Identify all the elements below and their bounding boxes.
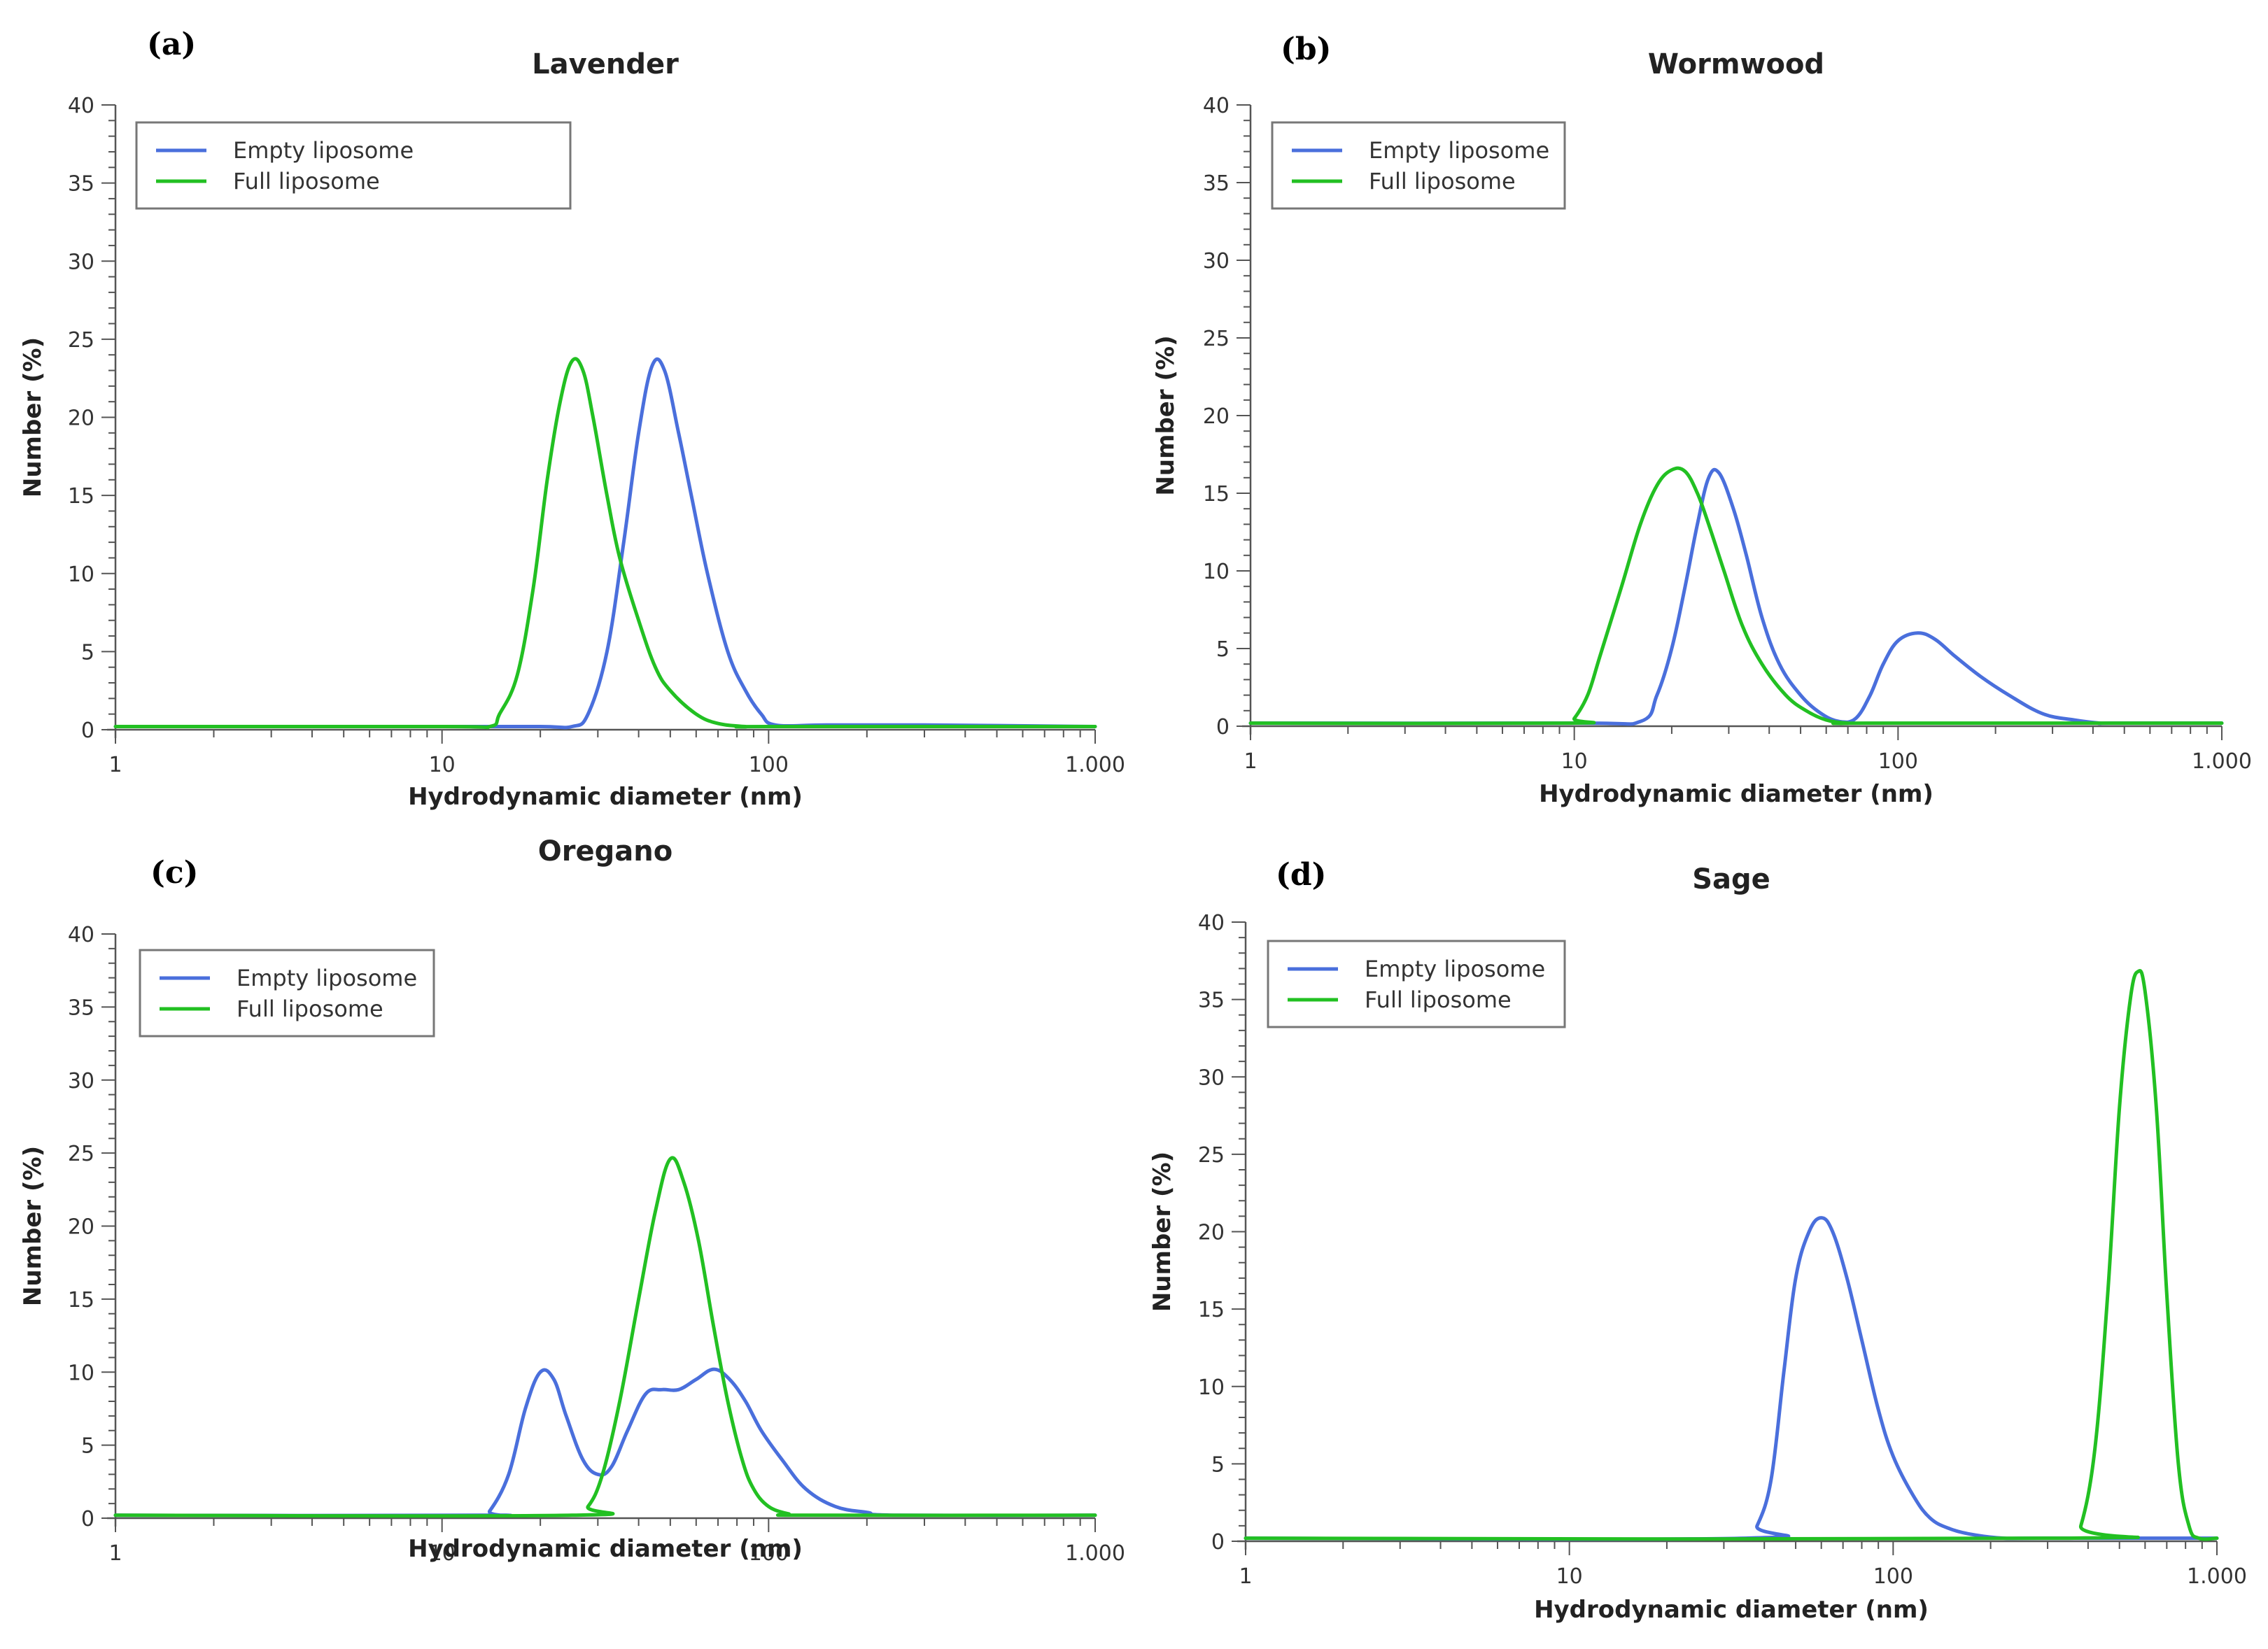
y-tick-label: 35 [1203, 171, 1230, 196]
legend-entry: Empty liposome [237, 965, 417, 991]
panel-oregano: (c) Oregano 0 5 10 15 20 25 30 35 40 1 10 100 1.000 Hyd… [19, 835, 1125, 1566]
x-tick-label: 1 [1244, 749, 1257, 774]
y-tick-label: 40 [1203, 94, 1230, 118]
x-axis-label: Hydrodynamic diameter (nm) [1539, 780, 1934, 808]
legend: Empty liposome Full liposome [139, 949, 435, 1038]
legend-box [1271, 121, 1566, 210]
chart-title: Sage [1692, 863, 1770, 896]
y-tick-label: 20 [68, 1215, 94, 1240]
y-tick-label: 40 [1198, 911, 1225, 935]
panel-sage: (d) Sage 0 5 10 15 20 25 30 35 40 1 10 100 1.000 Hydrod… [1148, 857, 2247, 1624]
panel-lavender: (a) Lavender 0 5 10 15 20 25 30 35 40 1 10 100 1.000 Hy… [19, 27, 1125, 811]
legend-entry: Full liposome [233, 168, 380, 194]
chart-title: Wormwood [1648, 48, 1824, 80]
series-line-full-liposome [1244, 969, 2219, 1541]
x-tick-label: 1 [108, 1541, 122, 1566]
x-tick-label: 1.000 [2192, 749, 2252, 774]
legend-box [139, 949, 435, 1038]
x-tick-label: 100 [749, 753, 789, 777]
legend-entry: Full liposome [1369, 168, 1516, 194]
x-axis-label: Hydrodynamic diameter (nm) [408, 783, 803, 811]
y-tick-label: 5 [81, 1434, 94, 1459]
x-tick-label: 1.000 [1065, 753, 1125, 777]
y-tick-label: 15 [68, 1288, 94, 1312]
legend-entry: Full liposome [237, 996, 383, 1022]
series-line-empty-liposome [1244, 1216, 2219, 1541]
y-tick-label: 15 [68, 484, 94, 509]
y-tick-label: 10 [68, 562, 94, 587]
legend-entry: Empty liposome [233, 137, 414, 164]
panel-wormwood: (b) Wormwood 0 5 10 15 20 25 30 35 40 1 10 100 1.000 Hy… [1152, 31, 2252, 808]
y-tick-label: 25 [1198, 1143, 1225, 1168]
y-tick-label: 35 [68, 172, 94, 197]
series-line-empty-liposome [113, 1367, 1097, 1517]
x-tick-label: 1 [108, 753, 122, 777]
y-tick-label: 40 [68, 94, 94, 118]
x-tick-label: 1.000 [1065, 1541, 1125, 1566]
x-tick-label: 10 [1556, 1564, 1583, 1589]
x-tick-label: 10 [429, 1541, 456, 1566]
y-tick-label: 30 [1203, 249, 1230, 274]
chart-title: Oregano [538, 835, 672, 868]
legend: Empty liposome Full liposome [1267, 940, 1566, 1028]
y-tick-label: 0 [81, 719, 94, 743]
y-tick-label: 25 [1203, 327, 1230, 351]
y-tick-label: 5 [1211, 1452, 1225, 1477]
y-tick-label: 0 [81, 1507, 94, 1531]
y-axis-label: Number (%) [19, 337, 47, 497]
y-axis-label: Number (%) [19, 1146, 47, 1306]
y-tick-label: 25 [68, 328, 94, 353]
panel-label: (a) [147, 27, 196, 62]
x-axis-label: Hydrodynamic diameter (nm) [1534, 1596, 1929, 1624]
y-tick-label: 30 [1198, 1066, 1225, 1090]
x-tick-label: 1.000 [2187, 1564, 2247, 1589]
y-tick-label: 35 [1198, 989, 1225, 1013]
y-tick-label: 35 [68, 996, 94, 1020]
panel-label: (d) [1276, 857, 1326, 893]
y-tick-label: 10 [1198, 1375, 1225, 1400]
y-axis-label: Number (%) [1152, 335, 1180, 495]
y-tick-label: 30 [68, 250, 94, 274]
y-tick-label: 0 [1211, 1530, 1225, 1555]
y-tick-label: 40 [68, 923, 94, 947]
x-tick-label: 10 [429, 753, 456, 777]
series-line-full-liposome [113, 1156, 1097, 1518]
y-tick-label: 15 [1198, 1298, 1225, 1322]
y-tick-label: 20 [68, 406, 94, 431]
legend: Empty liposome Full liposome [135, 121, 572, 210]
y-tick-label: 30 [68, 1069, 94, 1094]
series-line-empty-liposome [1248, 467, 2224, 726]
x-tick-label: 100 [1878, 749, 1918, 774]
legend-entry: Empty liposome [1369, 137, 1549, 164]
y-tick-label: 5 [1216, 637, 1230, 662]
legend-box [135, 121, 572, 210]
panel-label: (c) [150, 855, 198, 891]
y-tick-label: 10 [68, 1361, 94, 1385]
series-line-empty-liposome [113, 357, 1097, 730]
x-tick-label: 100 [1873, 1564, 1913, 1589]
panel-label: (b) [1281, 31, 1331, 67]
legend-entry: Empty liposome [1365, 956, 1545, 982]
y-tick-label: 15 [1203, 482, 1230, 507]
y-axis-label: Number (%) [1148, 1152, 1176, 1312]
y-tick-label: 10 [1203, 560, 1230, 584]
chart-title: Lavender [532, 48, 679, 80]
legend-entry: Full liposome [1365, 986, 1512, 1013]
x-tick-label: 100 [749, 1541, 789, 1566]
y-tick-label: 0 [1216, 715, 1230, 739]
y-tick-label: 20 [1203, 404, 1230, 429]
series-line-full-liposome [1248, 466, 2224, 726]
series-line-full-liposome [113, 357, 1097, 730]
legend: Empty liposome Full liposome [1271, 121, 1566, 210]
legend-box [1267, 940, 1566, 1028]
y-tick-label: 25 [68, 1142, 94, 1166]
x-axis-label: Hydrodynamic diameter (nm) [408, 1535, 803, 1563]
x-tick-label: 10 [1561, 749, 1588, 774]
y-tick-label: 20 [1198, 1221, 1225, 1245]
x-tick-label: 1 [1239, 1564, 1252, 1589]
y-tick-label: 5 [81, 640, 94, 665]
